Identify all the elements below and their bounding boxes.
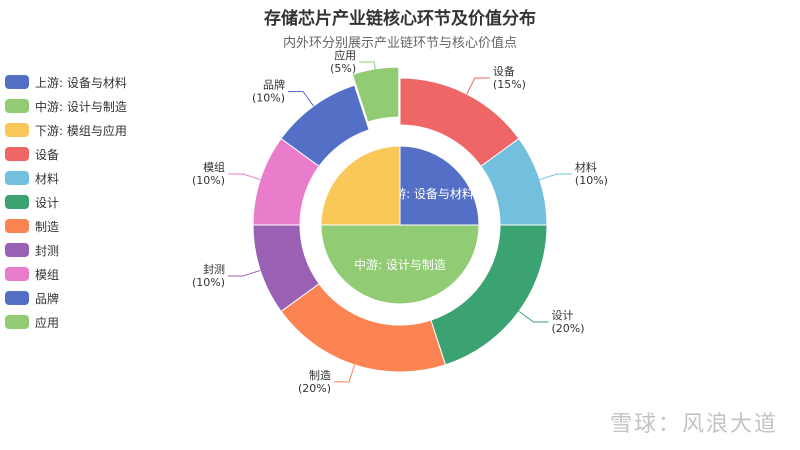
legend-swatch [5,99,29,113]
outer-label-name: 设备 [493,64,515,78]
legend-item[interactable]: 封测 [5,238,127,262]
outer-label-percent: (10%) [192,276,225,289]
legend-swatch [5,147,29,161]
outer-label-name: 材料 [575,160,597,174]
leader-line [228,269,261,277]
legend-item[interactable]: 材料 [5,166,127,190]
legend-label: 材料 [35,171,60,186]
legend-label: 封测 [35,243,60,258]
legend-label: 中游: 设计与制造 [35,99,127,114]
leader-line [228,173,261,181]
legend-swatch [5,219,29,233]
legend-swatch [5,195,29,209]
legend-item[interactable]: 设计 [5,190,127,214]
legend-item[interactable]: 应用 [5,310,127,334]
legend-swatch [5,291,29,305]
outer-label-name: 封测 [203,262,225,276]
leader-line [334,364,356,383]
outer-slice [280,84,370,167]
outer-label-percent: (20%) [551,322,584,335]
inner-slice-label: 中游: 设计与制造 [354,257,446,272]
outer-label-percent: (20%) [298,382,331,395]
legend-swatch [5,123,29,137]
leader-line [359,61,378,80]
inner-slice [320,224,480,305]
outer-slice [351,66,400,123]
legend-item[interactable]: 中游: 设计与制造 [5,94,127,118]
legend-label: 模组 [35,267,60,282]
outer-label-name: 模组 [203,160,225,174]
legend-item[interactable]: 品牌 [5,286,127,310]
legend-swatch [5,267,29,281]
outer-label-percent: (10%) [192,174,225,187]
outer-label-name: 应用 [334,48,356,62]
outer-label-name: 制造 [309,368,331,382]
outer-label-name: 品牌 [263,78,285,92]
legend-swatch [5,315,29,329]
outer-label-percent: (10%) [252,92,285,105]
outer-label-percent: (15%) [493,78,526,91]
legend-item[interactable]: 上游: 设备与材料 [5,70,127,94]
outer-label-name: 设计 [551,309,573,322]
legend-swatch [5,171,29,185]
legend-item[interactable]: 设备 [5,142,127,166]
legend-label: 设计 [35,195,60,210]
legend-label: 品牌 [35,291,60,306]
inner-slice [320,145,401,226]
legend-label: 上游: 设备与材料 [35,75,127,90]
chart-subtitle: 内外环分别展示产业链环节与核心价值点 [282,36,517,51]
legend-label: 应用 [35,315,60,330]
legend-label: 设备 [35,147,60,162]
chart-title: 存储芯片产业链核心环节及价值分布 [264,9,536,29]
legend-label: 下游: 模组与应用 [35,123,127,138]
outer-label-percent: (5%) [330,62,356,75]
leader-line [539,173,572,181]
legend-item[interactable]: 下游: 模组与应用 [5,118,127,142]
leader-line [466,77,490,95]
leader-line [288,91,315,107]
outer-label-percent: (10%) [575,174,608,187]
legend-label: 制造 [35,219,60,234]
inner-slice [399,145,480,226]
watermark: 雪球：风浪大道 [609,412,778,437]
legend-swatch [5,75,29,89]
legend: 上游: 设备与材料 中游: 设计与制造 下游: 模组与应用 设备材料设计制造封测模组品… [5,70,127,334]
inner-slice-label: 上游: 设备与材料 [382,187,474,201]
legend-item[interactable]: 制造 [5,214,127,238]
legend-swatch [5,243,29,257]
legend-item[interactable]: 模组 [5,262,127,286]
leader-line [518,310,549,323]
